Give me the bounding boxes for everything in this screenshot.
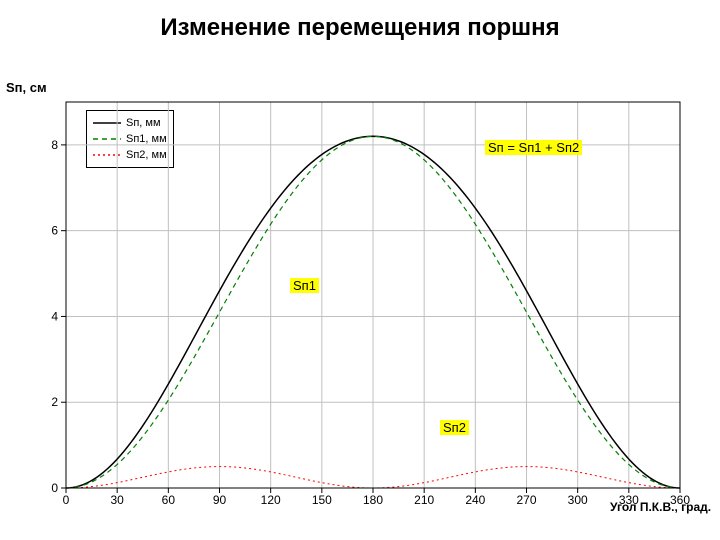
x-tick-label: 120 <box>261 493 281 507</box>
chart-annotation: Sп1 <box>290 278 319 293</box>
x-tick-label: 60 <box>162 493 176 507</box>
x-tick-label: 270 <box>516 493 536 507</box>
chart-annotation: Sп2 <box>440 420 469 435</box>
y-tick-label: 4 <box>51 309 58 323</box>
x-tick-label: 180 <box>363 493 383 507</box>
x-tick-label: 30 <box>110 493 124 507</box>
y-tick-label: 0 <box>51 481 58 495</box>
x-tick-label: 360 <box>670 493 690 507</box>
x-tick-label: 240 <box>465 493 485 507</box>
x-tick-label: 210 <box>414 493 434 507</box>
x-tick-label: 150 <box>312 493 332 507</box>
y-tick-label: 6 <box>51 224 58 238</box>
chart-plot: 0 30 60 90 120 150 180 210 240 270 300 330 360 0 2 4 6 8 <box>0 0 720 540</box>
y-tick-label: 2 <box>51 395 58 409</box>
x-tick-label: 0 <box>63 493 70 507</box>
x-tick-label: 90 <box>213 493 227 507</box>
x-tick-label: 330 <box>619 493 639 507</box>
y-tick-label: 8 <box>51 138 58 152</box>
x-tick-label: 300 <box>568 493 588 507</box>
chart-annotation: Sп = Sп1 + Sп2 <box>485 140 582 155</box>
